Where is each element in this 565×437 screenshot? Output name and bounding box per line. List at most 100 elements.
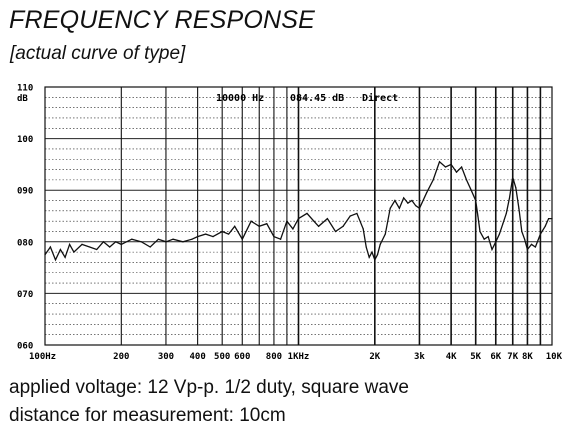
response-point xyxy=(544,225,546,227)
response-point xyxy=(461,166,463,168)
response-point xyxy=(212,236,214,238)
response-point xyxy=(234,225,236,227)
response-point xyxy=(149,246,151,248)
response-point xyxy=(64,256,66,258)
x-tick-label: 600 xyxy=(234,352,250,362)
response-point xyxy=(362,228,364,230)
response-point xyxy=(394,199,396,202)
response-point xyxy=(241,238,243,240)
response-point xyxy=(334,230,337,233)
response-point xyxy=(228,233,230,235)
response-point xyxy=(384,233,386,235)
response-point xyxy=(534,246,536,248)
x-tick-label: 300 xyxy=(158,352,174,362)
response-point xyxy=(444,166,447,168)
response-point xyxy=(342,225,344,227)
x-tick-label: 7K xyxy=(507,352,518,362)
response-point xyxy=(157,238,159,240)
response-point xyxy=(498,233,500,235)
response-point xyxy=(368,256,370,258)
response-point xyxy=(495,241,497,243)
response-point xyxy=(349,215,351,217)
x-tick-label: 2K xyxy=(369,352,380,362)
response-point xyxy=(407,202,409,204)
response-point xyxy=(365,246,367,248)
response-point xyxy=(505,212,507,215)
response-point xyxy=(286,220,288,222)
response-point xyxy=(512,176,514,178)
chart-grid xyxy=(45,87,552,345)
x-tick-label: 200 xyxy=(113,352,129,362)
response-point xyxy=(403,197,405,199)
x-tick-label: 10K xyxy=(546,352,563,362)
response-point xyxy=(191,238,193,240)
response-point xyxy=(438,161,441,163)
response-point xyxy=(518,207,520,209)
response-point xyxy=(120,243,122,245)
response-point xyxy=(502,223,504,225)
response-point xyxy=(371,251,373,253)
response-point xyxy=(297,217,300,220)
y-tick-labels: 060 070 080 090 100 110 xyxy=(17,84,33,352)
response-point xyxy=(515,187,517,189)
response-point xyxy=(313,220,315,222)
response-point xyxy=(418,207,421,209)
chart-subtitle: [actual curve of type] xyxy=(10,43,186,64)
x-tick-label: 100Hz xyxy=(29,352,56,362)
readout-frequency: 10000 Hz xyxy=(216,93,264,104)
response-point xyxy=(530,243,533,245)
response-point xyxy=(526,248,529,251)
x-tick-label: 3k xyxy=(414,352,425,362)
response-point xyxy=(411,199,413,202)
y-axis-unit: dB xyxy=(17,94,28,104)
response-point xyxy=(273,236,275,238)
response-point xyxy=(96,248,98,251)
response-point xyxy=(477,215,479,217)
response-point xyxy=(450,163,452,165)
response-point xyxy=(376,254,379,256)
response-point xyxy=(292,228,294,230)
y-tick-label: 080 xyxy=(17,238,33,248)
response-point xyxy=(539,233,542,235)
y-tick-label: 090 xyxy=(17,187,33,197)
measurement-readout: 10000 Hz 084.45 dB Direct xyxy=(216,92,398,104)
response-point xyxy=(109,246,111,248)
chart-title: FREQUENCY RESPONSE xyxy=(9,6,315,34)
response-point xyxy=(140,241,142,243)
response-point xyxy=(89,246,91,248)
response-point xyxy=(49,246,51,248)
response-curve-points xyxy=(44,161,553,261)
response-point xyxy=(59,248,61,251)
response-point xyxy=(415,205,417,207)
x-tick-labels: 100Hz 200 300 400 500 600 800 1KHz 2K 3k 4K 5K 6K 7K 8… xyxy=(29,352,563,362)
response-point xyxy=(470,189,472,191)
response-point xyxy=(398,207,400,209)
response-point xyxy=(280,238,282,240)
x-tick-label: 5K xyxy=(470,352,481,362)
y-tick-label: 100 xyxy=(17,135,33,145)
response-point xyxy=(551,217,553,220)
response-point xyxy=(266,223,268,225)
response-point xyxy=(374,259,376,261)
response-point xyxy=(491,248,493,251)
x-tick-label: 6K xyxy=(490,352,501,362)
response-point xyxy=(524,238,526,240)
response-point xyxy=(487,236,489,238)
x-tick-label: 1KHz xyxy=(288,352,310,362)
response-point xyxy=(326,217,328,220)
response-point xyxy=(73,251,75,253)
y-tick-label: 060 xyxy=(17,342,33,352)
x-tick-label: 4K xyxy=(446,352,457,362)
response-point xyxy=(221,230,223,233)
response-point xyxy=(483,238,485,240)
x-tick-label: 500 xyxy=(214,352,230,362)
response-point xyxy=(131,238,133,240)
response-point xyxy=(479,230,481,233)
response-point xyxy=(432,179,434,181)
response-point xyxy=(465,179,468,181)
response-point xyxy=(54,259,57,261)
response-point xyxy=(455,171,458,173)
response-point xyxy=(165,241,167,243)
response-point xyxy=(172,238,174,240)
response-point xyxy=(81,243,83,245)
